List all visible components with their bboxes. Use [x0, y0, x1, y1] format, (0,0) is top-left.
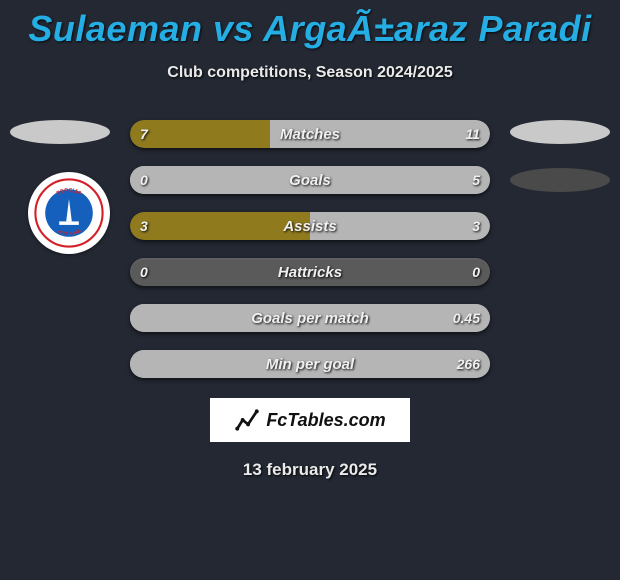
comparison-bars: 7Matches110Goals53Assists30Hattricks0Goa…: [130, 120, 490, 378]
stat-row: Min per goal266: [130, 350, 490, 378]
page-title: Sulaeman vs ArgaÃ±araz Paradi: [0, 0, 620, 50]
stat-right-value: 0.45: [453, 304, 480, 332]
page-subtitle: Club competitions, Season 2024/2025: [0, 64, 620, 82]
stat-label: Min per goal: [130, 350, 490, 378]
decor-ellipse-right-top: [510, 120, 610, 144]
stat-label: Goals per match: [130, 304, 490, 332]
stat-right-value: 5: [472, 166, 480, 194]
stat-row: 0Goals5: [130, 166, 490, 194]
watermark-text: FcTables.com: [266, 410, 385, 431]
stat-label: Matches: [130, 120, 490, 148]
stat-row: Goals per match0.45: [130, 304, 490, 332]
fctables-logo-icon: [234, 407, 260, 433]
stat-right-value: 0: [472, 258, 480, 286]
decor-ellipse-right-bottom: [510, 168, 610, 192]
stat-row: 0Hattricks0: [130, 258, 490, 286]
stat-right-value: 3: [472, 212, 480, 240]
footer-date: 13 february 2025: [0, 460, 620, 480]
team-badge: PERSIJA JAYA RAYA: [28, 172, 110, 254]
stat-label: Assists: [130, 212, 490, 240]
stat-right-value: 266: [457, 350, 480, 378]
stats-area: PERSIJA JAYA RAYA 7Matches110Goals53Assi…: [0, 120, 620, 378]
persija-badge-icon: PERSIJA JAYA RAYA: [34, 178, 104, 248]
stat-row: 7Matches11: [130, 120, 490, 148]
decor-ellipse-left: [10, 120, 110, 144]
stat-row: 3Assists3: [130, 212, 490, 240]
stat-label: Goals: [130, 166, 490, 194]
stat-right-value: 11: [465, 120, 480, 148]
stat-label: Hattricks: [130, 258, 490, 286]
watermark: FcTables.com: [210, 398, 410, 442]
